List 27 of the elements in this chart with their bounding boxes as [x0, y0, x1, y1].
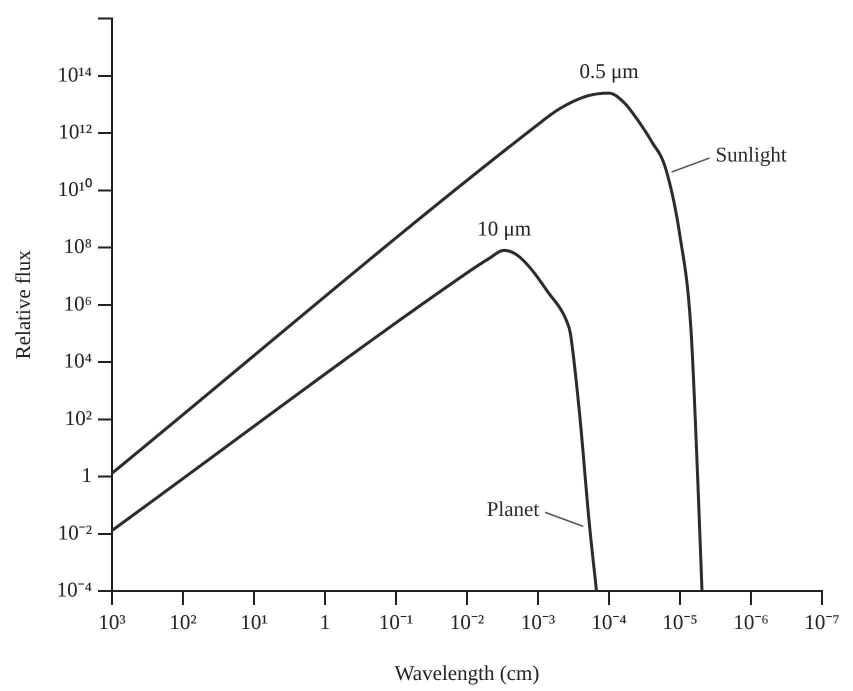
- y-tick-label: 10¹⁴: [57, 62, 92, 86]
- x-tick-label: 10³: [98, 610, 126, 634]
- x-tick-label: 10⁻²: [450, 610, 484, 634]
- y-axis-title: Relative flux: [11, 250, 36, 360]
- y-tick-label: 10⁶: [64, 291, 92, 316]
- text: Sunlight: [716, 142, 787, 167]
- y-tick-label: 10⁸: [64, 234, 92, 258]
- x-tick-label: 1: [320, 610, 330, 634]
- x-tick-label: 10⁻⁷: [804, 610, 840, 634]
- y-tick-label: 10²: [64, 406, 92, 430]
- x-tick-label: 10⁻⁴: [591, 610, 627, 634]
- y-tick-label: 10¹⁰: [58, 176, 92, 201]
- y-tick-label: 10⁻⁴: [56, 578, 92, 602]
- x-tick-label: 10²: [169, 610, 197, 634]
- x-tick-label: 10¹: [240, 610, 268, 634]
- x-tick-label: 10⁻⁶: [733, 610, 769, 634]
- y-tick-label: 1: [82, 463, 92, 488]
- y-tick-label: 10⁴: [64, 348, 92, 373]
- annotation: 10 μm: [477, 216, 532, 240]
- text: Planet: [486, 496, 540, 521]
- x-tick-label: 10⁻⁵: [662, 610, 698, 634]
- y-tick-label: 10⁻²: [58, 520, 92, 544]
- x-axis-title: Wavelength (cm): [394, 660, 540, 685]
- x-tick-label: 10⁻³: [520, 610, 556, 634]
- annotation: 0.5 μm: [579, 59, 639, 84]
- y-tick-label: 10¹²: [58, 120, 92, 144]
- x-tick-label: 10⁻¹: [378, 610, 414, 634]
